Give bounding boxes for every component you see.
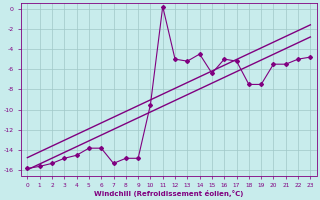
X-axis label: Windchill (Refroidissement éolien,°C): Windchill (Refroidissement éolien,°C) <box>94 190 244 197</box>
